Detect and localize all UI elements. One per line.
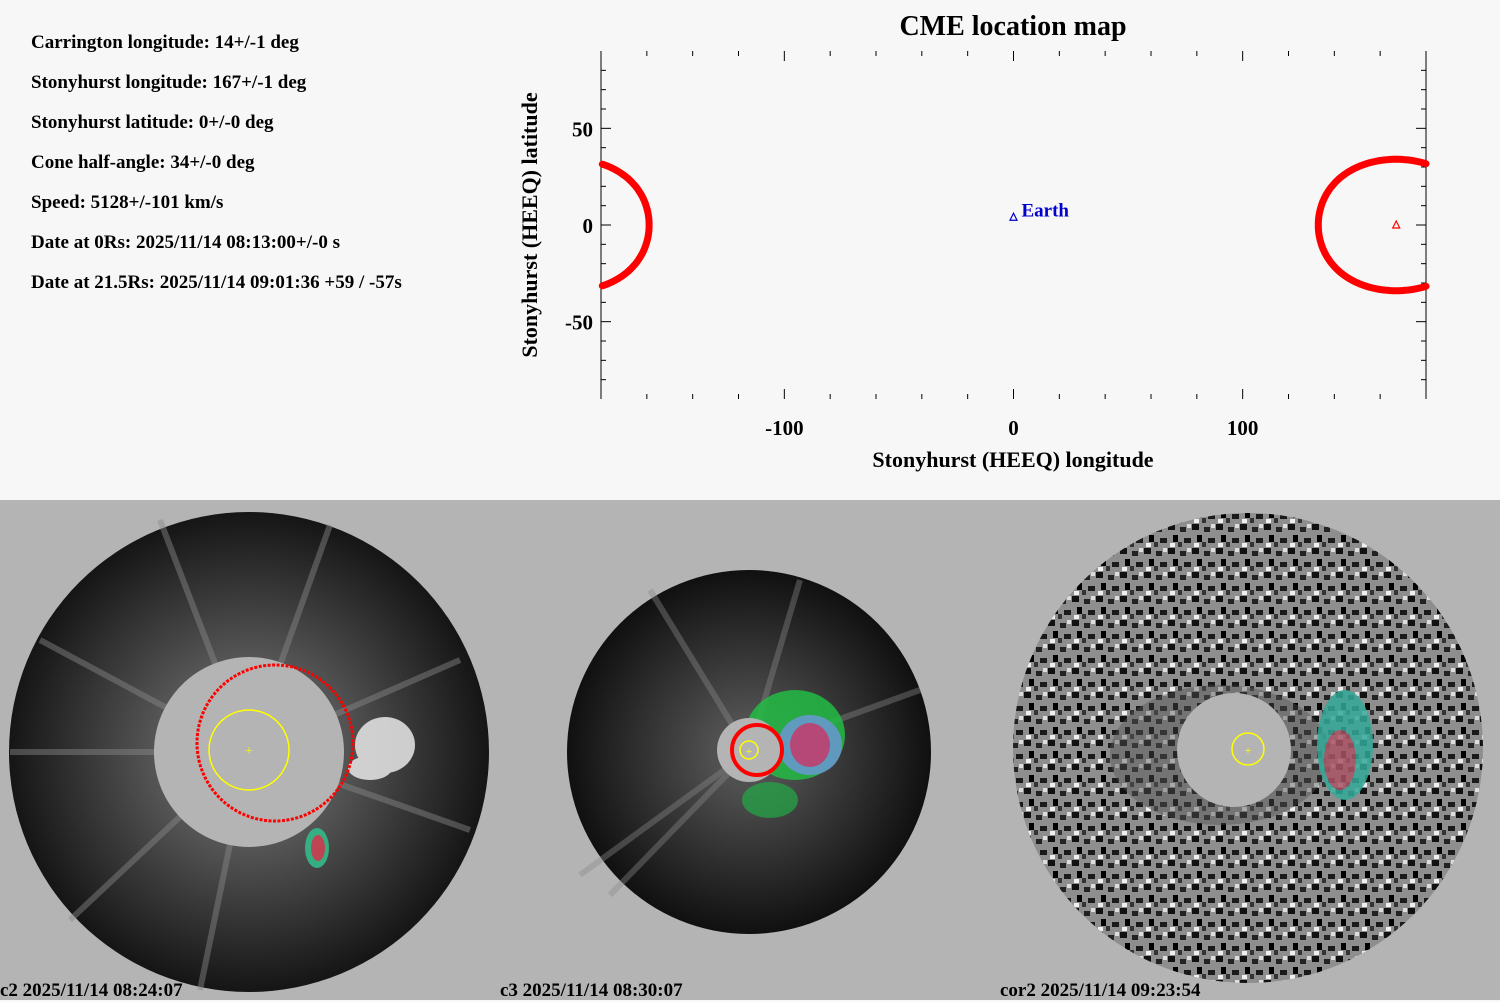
cme-layer: Earth: [598, 155, 1430, 295]
c2-occulter: [154, 657, 344, 847]
cor2-occulter: [1177, 693, 1291, 807]
c2-label: c2 2025/11/14 08:24:07: [0, 980, 183, 1001]
y-tick-label: 50: [572, 117, 593, 141]
speed: Speed: 5128+/-101 km/s: [31, 192, 224, 213]
x-axis-label: Stonyhurst (HEEQ) longitude: [872, 447, 1153, 472]
axes: -100 0 100 -50 0 50: [565, 51, 1427, 440]
c3-sun-circle: [739, 740, 759, 760]
carrington-longitude: Carrington longitude: 14+/-1 deg: [31, 32, 299, 53]
chart-title: CME location map: [899, 11, 1126, 42]
date-at-21rs: Date at 21.5Rs: 2025/11/14 09:01:36 +59 …: [31, 272, 402, 293]
stonyhurst-latitude: Stonyhurst latitude: 0+/-0 deg: [31, 112, 274, 133]
c3-label: c3 2025/11/14 08:30:07: [500, 980, 683, 1001]
summary-area: Carrington longitude: 14+/-1 deg Stonyhu…: [0, 0, 1500, 500]
cor2-sun-circle: [1231, 732, 1265, 766]
earth-marker: [1009, 211, 1018, 221]
c3-sun-center: +: [746, 744, 753, 758]
c2-cme-bright: [348, 717, 415, 780]
x-tick-label: 0: [1008, 416, 1019, 440]
c3-cme-core: [742, 690, 845, 818]
cor2-label: cor2 2025/11/14 09:23:54: [1000, 980, 1201, 1001]
cor2-sun-center: +: [1245, 743, 1252, 757]
y-axis-label: Stonyhurst (HEEQ) latitude: [517, 92, 542, 357]
x-tick-label: -100: [765, 416, 804, 440]
c2-cme-core: [305, 828, 329, 868]
stonyhurst-longitude: Stonyhurst longitude: 167+/-1 deg: [31, 72, 307, 93]
c2-panel: +: [9, 512, 489, 992]
x-tick-label: 100: [1227, 416, 1259, 440]
cor2-cme-core: [1317, 690, 1373, 800]
c3-occulter: [717, 718, 781, 782]
date-at-0rs: Date at 0Rs: 2025/11/14 08:13:00+/-0 s: [31, 232, 340, 253]
cme-cone-outline: [598, 160, 653, 290]
cor2-panel: +: [1013, 513, 1483, 983]
c2-cme-fit: [195, 663, 355, 823]
cme-location-map: CME location map -100 0 100 -50 0 50 Earth St…: [517, 11, 1430, 472]
c2-sun-circle: [208, 709, 290, 791]
cme-cone-outline: [1314, 155, 1430, 295]
y-tick-label: -50: [565, 311, 593, 335]
c3-cme-fit: [730, 723, 784, 777]
earth-label: Earth: [1022, 200, 1070, 221]
c2-sun-center: +: [245, 744, 253, 759]
cme-center-marker: [1391, 219, 1401, 229]
c3-panel: +: [567, 570, 931, 934]
y-tick-label: 0: [583, 214, 594, 238]
cone-half-angle: Cone half-angle: 34+/-0 deg: [31, 152, 255, 173]
cme-cone-outline: [1392, 155, 1430, 168]
